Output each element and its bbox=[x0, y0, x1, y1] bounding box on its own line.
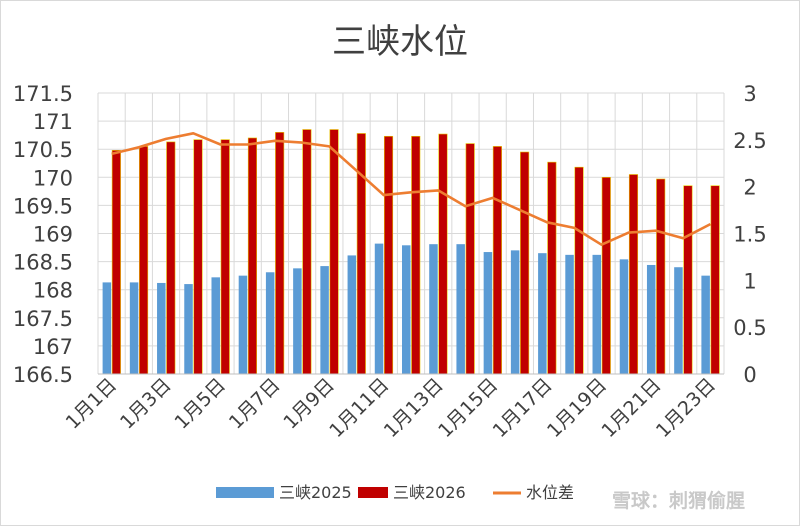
legend-label-diff: 水位差 bbox=[526, 483, 574, 502]
y-right-tick-label: 1 bbox=[743, 269, 756, 293]
y-left-tick-label: 169.5 bbox=[13, 194, 73, 218]
bar-2026 bbox=[710, 185, 720, 375]
bar-2026 bbox=[438, 133, 448, 375]
y-left-tick-label: 168.5 bbox=[13, 251, 73, 275]
bar-2025 bbox=[456, 244, 465, 374]
bar-2026 bbox=[302, 129, 312, 375]
bar-2025 bbox=[592, 254, 602, 374]
y-left-tick-label: 170.5 bbox=[13, 138, 73, 162]
bar-2026 bbox=[547, 161, 557, 375]
bar-2025 bbox=[538, 253, 547, 374]
y-left-tick-label: 167.5 bbox=[13, 307, 73, 331]
bar-2025 bbox=[102, 282, 112, 374]
bar-2025 bbox=[211, 277, 220, 374]
bar-2026 bbox=[656, 178, 666, 375]
bar-2026 bbox=[139, 146, 149, 375]
legend-swatch-2025 bbox=[216, 487, 274, 498]
legend: 三峡2025 三峡2026 水位差 bbox=[216, 483, 574, 502]
bar-2025 bbox=[184, 284, 193, 374]
bar-2025 bbox=[483, 252, 493, 374]
bar-2025 bbox=[374, 243, 384, 374]
bar-2025 bbox=[565, 254, 574, 374]
y-left-tick-label: 168 bbox=[33, 279, 73, 303]
bar-2025 bbox=[674, 267, 683, 374]
bar-2025 bbox=[402, 245, 411, 374]
bar-2026 bbox=[383, 135, 394, 375]
bar-2026 bbox=[601, 177, 611, 375]
bar-2026 bbox=[275, 132, 285, 375]
bar-2025 bbox=[619, 259, 629, 374]
bar-2026 bbox=[492, 146, 502, 375]
y-left-tick-label: 167 bbox=[33, 335, 73, 359]
legend-label-2026: 三峡2026 bbox=[393, 483, 466, 502]
bar-2026 bbox=[111, 150, 121, 375]
chart-title: 三峡水位 bbox=[332, 22, 468, 62]
bar-2026 bbox=[166, 141, 176, 375]
bar-2026 bbox=[220, 139, 230, 375]
bar-2025 bbox=[646, 264, 656, 374]
y-right-tick-label: 0 bbox=[743, 363, 756, 387]
bar-2025 bbox=[347, 255, 357, 374]
y-left-tick-label: 171.5 bbox=[13, 82, 73, 106]
bar-2026 bbox=[683, 185, 693, 375]
bar-2026 bbox=[193, 139, 203, 375]
bar-2026 bbox=[356, 133, 366, 375]
y-right-tick-label: 3 bbox=[743, 82, 756, 106]
y-right-tick-label: 0.5 bbox=[733, 316, 766, 340]
y-right-tick-label: 1.5 bbox=[733, 223, 766, 247]
watermark: 雪球：刺猬偷腥 bbox=[612, 489, 745, 512]
legend-swatch-2026 bbox=[358, 487, 388, 498]
difference-line bbox=[111, 132, 711, 246]
bar-2026 bbox=[628, 174, 639, 375]
y-left-tick-label: 169 bbox=[33, 223, 73, 247]
y-right-tick-label: 2.5 bbox=[733, 129, 766, 153]
bar-2026 bbox=[574, 166, 584, 375]
y-axis-right: 0 0.5 1 1.5 2 2.5 3 bbox=[733, 82, 766, 387]
bar-2025 bbox=[129, 282, 139, 374]
y-left-tick-label: 170 bbox=[33, 166, 73, 190]
bar-2026 bbox=[329, 129, 339, 375]
bar-2025 bbox=[293, 268, 302, 374]
y-right-tick-label: 2 bbox=[743, 176, 756, 200]
y-left-tick-label: 166.5 bbox=[13, 363, 73, 387]
bar-2025 bbox=[238, 275, 248, 374]
bar-2026 bbox=[247, 137, 257, 375]
bar-2026 bbox=[465, 143, 475, 375]
bar-2025 bbox=[429, 244, 438, 374]
difference-line-path bbox=[111, 132, 711, 246]
y-left-tick-label: 171 bbox=[33, 110, 73, 134]
y-axis-left: 166.5 167 167.5 168 168.5 169 169.5 170 170.5 171… bbox=[13, 82, 73, 387]
bar-2025 bbox=[701, 275, 710, 374]
bar-2025 bbox=[320, 266, 329, 374]
bar-2026 bbox=[411, 135, 421, 375]
bar-2025 bbox=[157, 282, 166, 374]
bar-2026 bbox=[520, 151, 530, 375]
legend-label-2025: 三峡2025 bbox=[279, 483, 352, 502]
bar-2025 bbox=[265, 272, 275, 374]
bar-2025 bbox=[510, 250, 520, 374]
bars bbox=[102, 129, 720, 375]
